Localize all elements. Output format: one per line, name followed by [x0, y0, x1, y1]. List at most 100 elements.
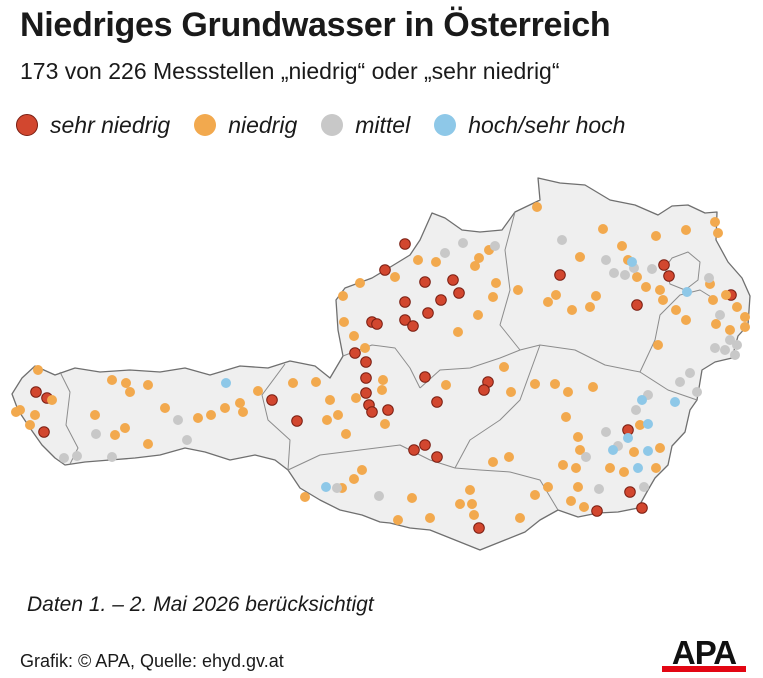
point-mittel	[490, 241, 500, 251]
point-niedrig	[506, 387, 516, 397]
point-niedrig	[465, 485, 475, 495]
point-niedrig	[740, 312, 750, 322]
point-sehr-niedrig	[422, 307, 434, 319]
point-hoch	[682, 287, 692, 297]
point-niedrig	[598, 224, 608, 234]
point-niedrig	[721, 290, 731, 300]
point-mittel	[715, 310, 725, 320]
point-niedrig	[573, 482, 583, 492]
point-mittel	[173, 415, 183, 425]
point-sehr-niedrig	[663, 270, 675, 282]
point-sehr-niedrig	[624, 486, 636, 498]
point-niedrig	[504, 452, 514, 462]
point-niedrig	[311, 377, 321, 387]
point-niedrig	[339, 317, 349, 327]
point-niedrig	[499, 362, 509, 372]
point-niedrig	[125, 387, 135, 397]
state-borders	[59, 211, 717, 511]
point-niedrig	[351, 393, 361, 403]
point-niedrig	[357, 465, 367, 475]
data-note: Daten 1. – 2. Mai 2026 berücksichtigt	[27, 593, 374, 616]
border-tirol-salzburg	[261, 363, 291, 471]
point-sehr-niedrig	[38, 426, 50, 438]
point-sehr-niedrig	[266, 394, 278, 406]
point-niedrig	[143, 439, 153, 449]
legend-dot-hoch	[434, 114, 457, 136]
point-mittel	[631, 405, 641, 415]
point-mittel	[332, 483, 342, 493]
point-sehr-niedrig	[379, 264, 391, 276]
point-niedrig	[566, 496, 576, 506]
point-niedrig	[561, 412, 571, 422]
point-sehr-niedrig	[399, 314, 411, 326]
point-niedrig	[588, 382, 598, 392]
point-hoch	[627, 257, 637, 267]
point-niedrig	[550, 379, 560, 389]
point-mittel	[725, 335, 735, 345]
point-mittel	[732, 340, 742, 350]
point-niedrig	[425, 513, 435, 523]
point-niedrig	[360, 343, 370, 353]
point-niedrig	[474, 253, 484, 263]
point-sehr-niedrig	[399, 296, 411, 308]
point-sehr-niedrig	[360, 372, 372, 384]
point-sehr-niedrig	[291, 415, 303, 427]
legend-item-sehr-niedrig: sehr niedrig	[16, 112, 170, 139]
point-niedrig	[573, 432, 583, 442]
point-niedrig	[107, 375, 117, 385]
point-sehr-niedrig	[431, 451, 443, 463]
point-mittel	[374, 491, 384, 501]
point-mittel	[730, 350, 740, 360]
legend-item-hoch: hoch/sehr hoch	[434, 112, 625, 139]
point-niedrig	[571, 463, 581, 473]
border-steiermark-kaernten	[454, 344, 541, 469]
point-niedrig	[530, 490, 540, 500]
point-mittel	[609, 268, 619, 278]
point-mittel	[72, 451, 82, 461]
point-niedrig	[11, 407, 21, 417]
point-hoch	[637, 395, 647, 405]
border-burgenland	[639, 289, 717, 373]
point-mittel	[675, 377, 685, 387]
legend-item-mittel: mittel	[321, 112, 410, 139]
point-mittel	[720, 345, 730, 355]
point-sehr-niedrig	[407, 320, 419, 332]
point-hoch	[321, 482, 331, 492]
point-niedrig	[563, 387, 573, 397]
point-mittel	[91, 429, 101, 439]
point-niedrig	[655, 285, 665, 295]
chart-subtitle: 173 von 226 Messstellen „niedrig“ oder „…	[20, 58, 560, 84]
point-niedrig	[349, 474, 359, 484]
point-niedrig	[441, 380, 451, 390]
point-niedrig	[591, 291, 601, 301]
point-niedrig	[453, 327, 463, 337]
point-niedrig	[567, 305, 577, 315]
point-sehr-niedrig	[419, 439, 431, 451]
point-hoch	[643, 419, 653, 429]
point-sehr-niedrig	[419, 371, 431, 383]
point-niedrig	[407, 493, 417, 503]
point-niedrig	[681, 225, 691, 235]
point-niedrig	[575, 252, 585, 262]
point-mittel	[182, 435, 192, 445]
legend-label-niedrig: niedrig	[228, 111, 298, 138]
point-niedrig	[711, 319, 721, 329]
point-hoch	[623, 433, 633, 443]
point-mittel	[620, 270, 630, 280]
point-sehr-niedrig	[349, 347, 361, 359]
point-sehr-niedrig	[360, 387, 372, 399]
point-hoch	[221, 378, 231, 388]
point-sehr-niedrig	[658, 259, 670, 271]
point-niedrig	[355, 278, 365, 288]
point-niedrig	[681, 315, 691, 325]
point-niedrig	[513, 285, 523, 295]
point-sehr-niedrig	[636, 502, 648, 514]
point-niedrig	[651, 463, 661, 473]
point-mittel	[704, 273, 714, 283]
point-niedrig	[338, 291, 348, 301]
point-niedrig	[300, 492, 310, 502]
legend-dot-mittel	[321, 114, 344, 136]
point-sehr-niedrig	[631, 299, 643, 311]
austria-map	[11, 177, 751, 551]
point-niedrig	[641, 282, 651, 292]
